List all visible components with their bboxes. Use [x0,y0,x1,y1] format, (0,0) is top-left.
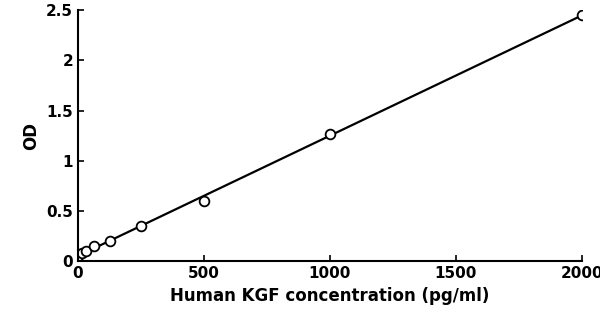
Point [325,131,335,136]
X-axis label: Human KGF concentration (pg/ml): Human KGF concentration (pg/ml) [170,287,490,305]
Point [89,244,98,249]
Point [77,251,87,256]
Y-axis label: OD: OD [23,122,41,150]
Point [577,12,587,18]
Point [136,223,146,229]
Point [81,249,91,254]
Point [73,254,83,259]
Point [105,239,115,244]
Point [199,198,209,204]
